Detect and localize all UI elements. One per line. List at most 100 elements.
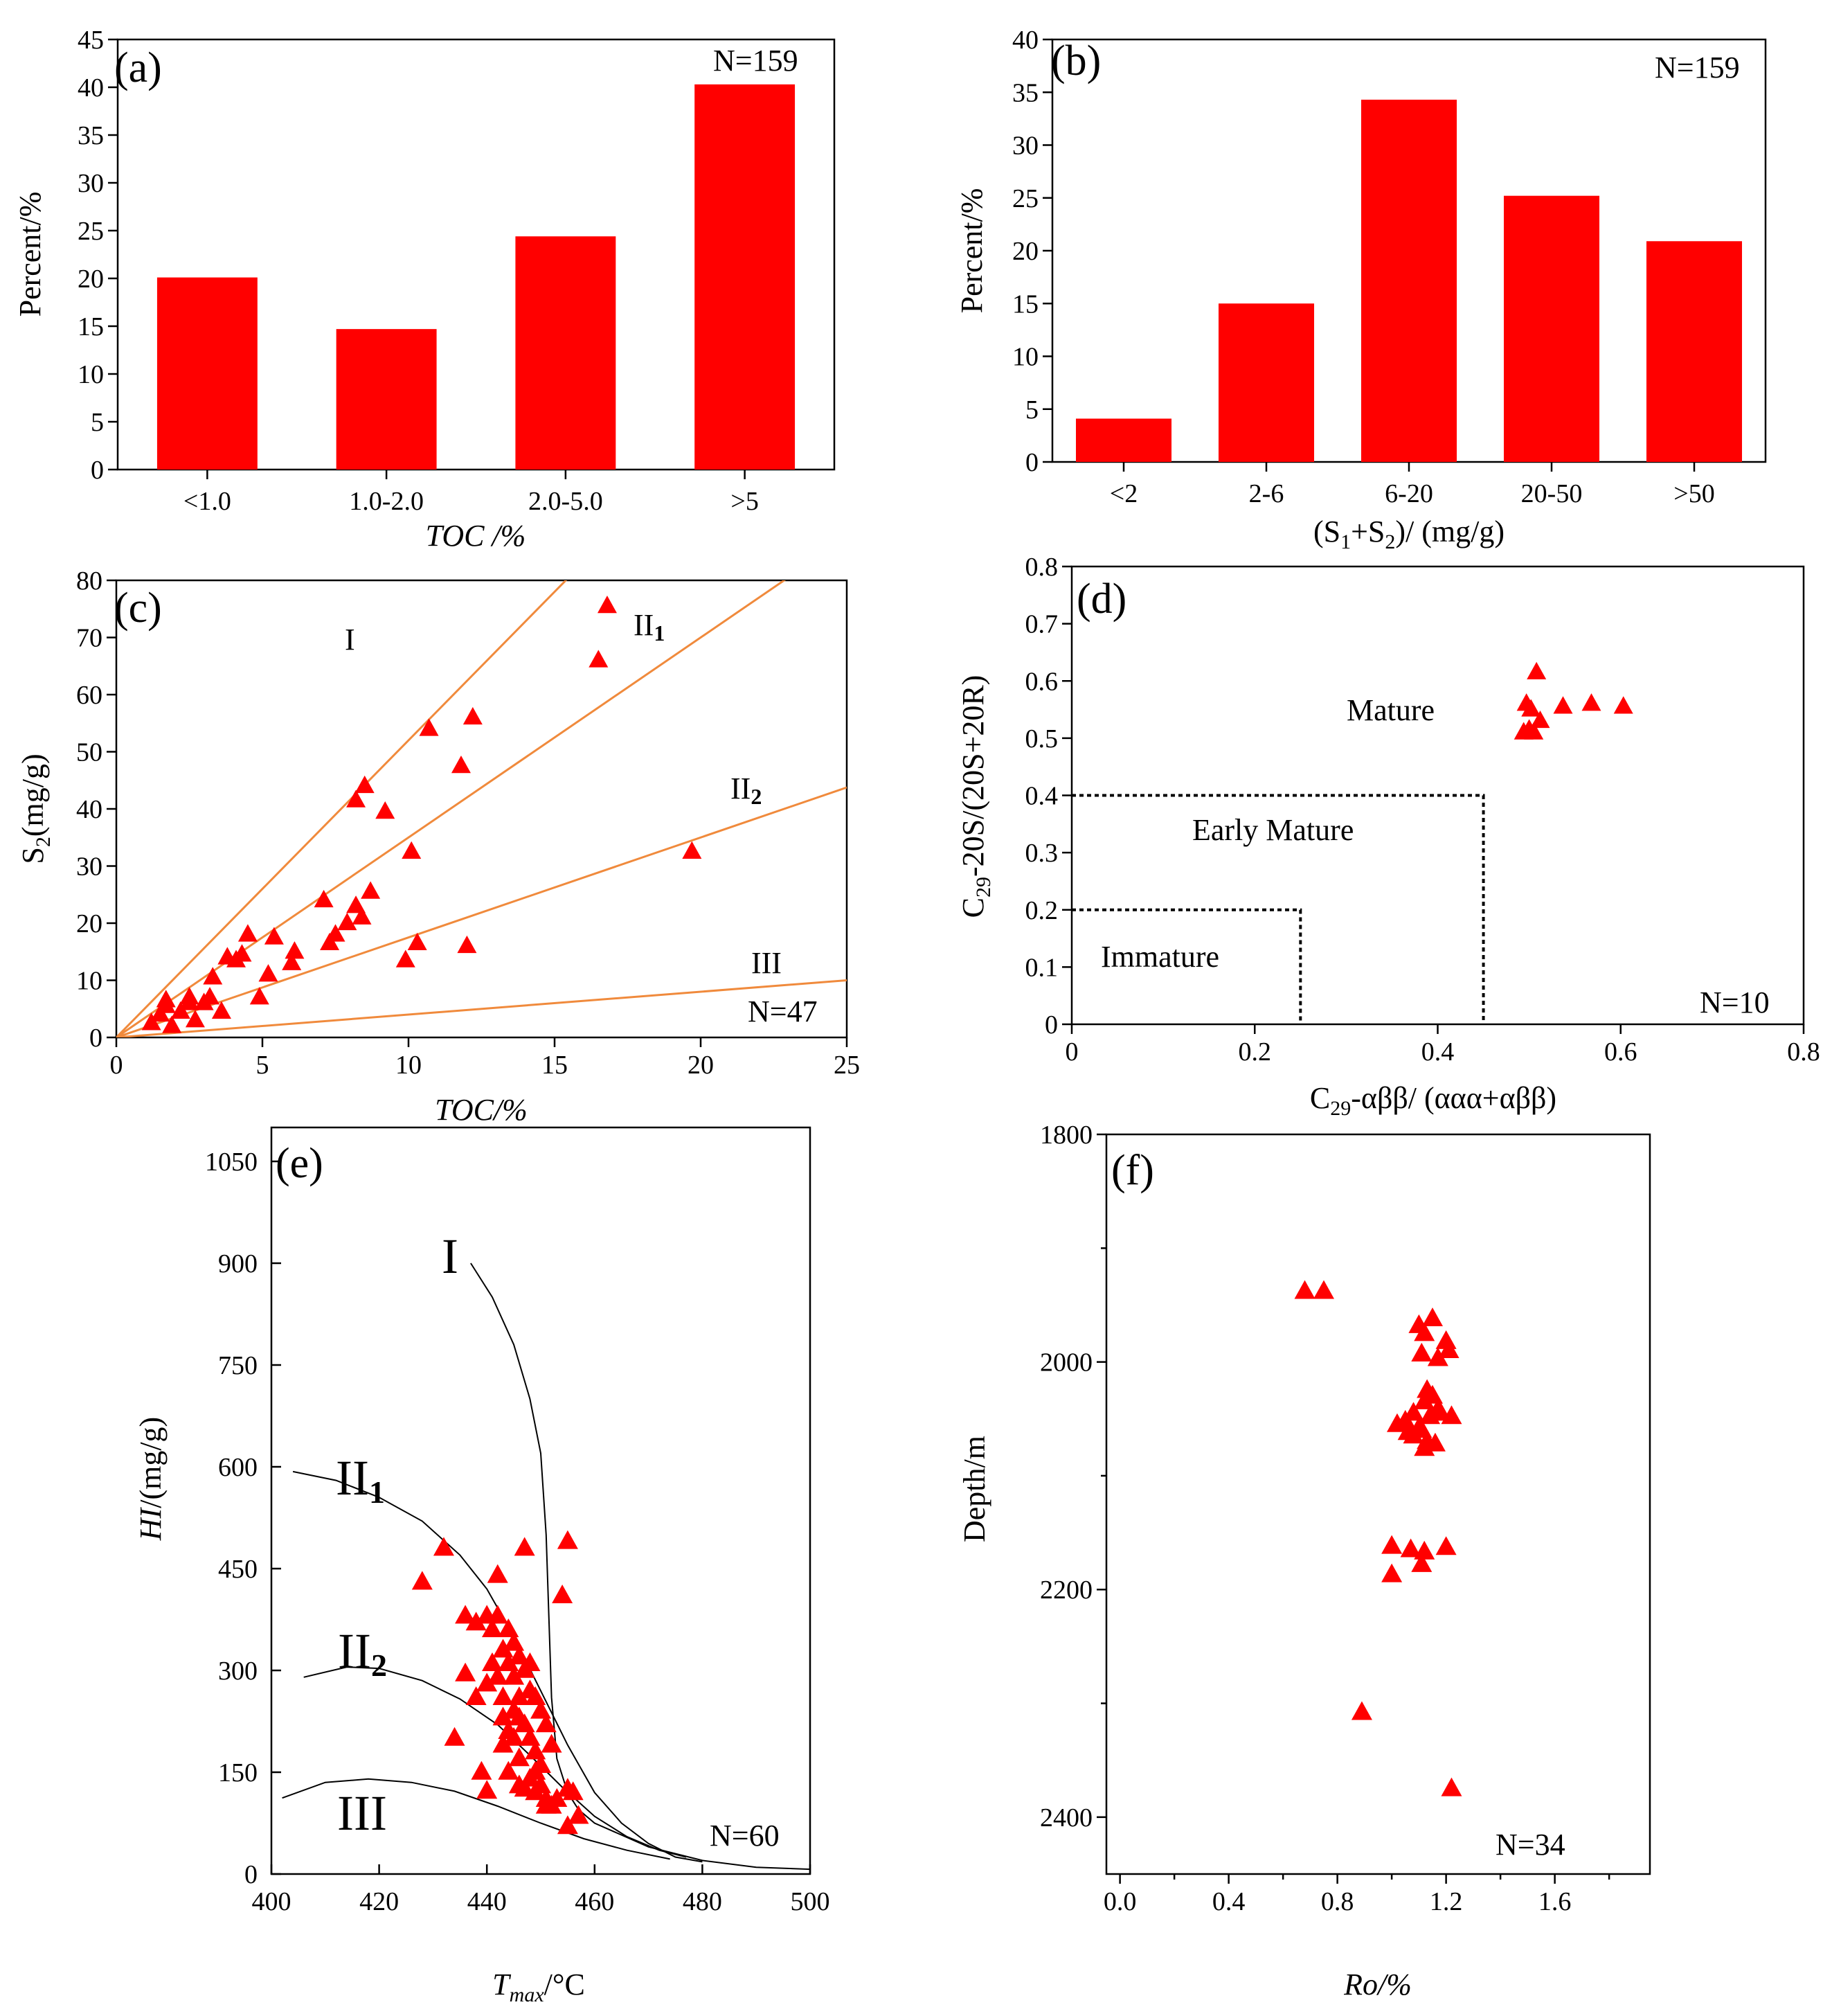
panel-b-y-tick-label-5: 5 <box>1025 395 1039 425</box>
panel-d-y-axis-title: C29-20S/(20S+20R) <box>956 675 995 918</box>
panel-c-y-tick-label-0: 0 <box>89 1024 102 1053</box>
panel-f-plot-frame <box>1105 1133 1651 1875</box>
panel-b-y-tick-label-25: 25 <box>1012 184 1039 213</box>
panel-f-depth-vs-ro: 1800 2000 2200 2400 0.0 0.4 0.8 1.2 1.6 (f) N=3… <box>958 1121 1651 2001</box>
panel-a-y-tick-label-10: 10 <box>78 360 104 389</box>
panel-e-point-52 <box>557 1815 578 1835</box>
panel-c-point-29 <box>354 775 375 794</box>
zone-mature-label: Mature <box>1347 693 1435 727</box>
panel-e-curve-II1-label: II1 <box>336 1450 385 1510</box>
panel-e-point-1 <box>433 1537 454 1556</box>
panel-f-point-23 <box>1414 1437 1435 1456</box>
panel-c-point-40 <box>597 596 617 614</box>
panel-f-x-tick-label-0.8: 0.8 <box>1321 1887 1354 1916</box>
zone-early-mature-label: Early Mature <box>1192 813 1354 847</box>
panel-f-y-tick-label-2200: 2200 <box>1040 1576 1093 1605</box>
panel-f-x-tick-label-0: 0.0 <box>1104 1887 1137 1916</box>
panel-f-point-29 <box>1381 1563 1403 1582</box>
panel-b-x-axis-title: (S1+S2)/ (mg/g) <box>1313 515 1505 553</box>
panel-e-y-tick-label-1050: 1050 <box>205 1148 258 1177</box>
panel-b-y-tick-label-35: 35 <box>1012 78 1039 107</box>
panel-c-point-41 <box>682 841 702 859</box>
panel-e-plot-frame <box>270 1126 811 1875</box>
panel-e-point-24 <box>503 1666 525 1685</box>
panel-a-x-tick-label-2: 2.0-5.0 <box>528 487 603 516</box>
panel-e-x-axis-title: Tmax/°C <box>492 1968 585 2006</box>
panel-b-s1s2-histogram: 0 5 10 15 20 25 30 35 40 <2 2-6 6-20 20-50 >50 (b) N… <box>955 26 1767 553</box>
panel-e-point-22 <box>498 1760 519 1780</box>
panel-e-curve-3 <box>282 1778 670 1860</box>
panel-e-point-54 <box>568 1805 589 1824</box>
panel-e-x-tick-label-460: 460 <box>575 1887 614 1916</box>
panel-c-x-tick-label-20: 20 <box>688 1051 714 1080</box>
panel-b-x-tick-label-1: 2-6 <box>1249 479 1284 508</box>
panel-b-y-tick-label-0: 0 <box>1025 448 1039 477</box>
panel-e-point-11 <box>481 1618 503 1637</box>
panel-b-bar-4 <box>1646 241 1743 462</box>
panel-a-y-tick-label-40: 40 <box>78 73 104 102</box>
panel-c-y-tick-label-50: 50 <box>76 738 102 767</box>
panel-e-label: (e) <box>276 1140 323 1187</box>
panel-c-point-30 <box>361 881 381 899</box>
panel-e-y-tick-label-450: 450 <box>218 1555 258 1584</box>
panel-d-y-tick-label-0.5: 0.5 <box>1025 724 1059 753</box>
panel-c-point-26 <box>346 895 366 913</box>
panel-f-point-24 <box>1381 1535 1403 1554</box>
panel-c-count: N=47 <box>748 994 818 1028</box>
panel-d-x-tick-label-0.8: 0.8 <box>1787 1037 1820 1067</box>
panel-c-x-tick-label-25: 25 <box>834 1051 860 1080</box>
panel-d-y-tick-label-0.8: 0.8 <box>1025 553 1059 582</box>
panel-c-point-24 <box>325 924 345 942</box>
panel-c-x-tick-label-15: 15 <box>541 1051 568 1080</box>
panel-f-x-tick-label-0.4: 0.4 <box>1212 1887 1246 1916</box>
panel-e-point-0 <box>411 1571 433 1590</box>
panel-e-point-55 <box>519 1679 541 1699</box>
panel-c-reference-line-2 <box>116 786 847 1037</box>
panel-c-point-18 <box>258 964 278 982</box>
panel-d-label: (d) <box>1077 576 1126 623</box>
panel-a-y-tick-label-15: 15 <box>78 312 104 341</box>
panel-a-bar-0 <box>156 277 258 470</box>
panel-d-x-tick-label-0: 0 <box>1066 1037 1079 1067</box>
panel-e-point-15 <box>487 1564 508 1583</box>
panel-c-label: (c) <box>114 585 162 632</box>
panel-d-y-tick-label-0.2: 0.2 <box>1025 896 1059 925</box>
panel-c-plot-frame <box>115 579 848 1039</box>
panel-c-point-4 <box>162 1015 182 1033</box>
panel-f-count: N=34 <box>1496 1828 1565 1862</box>
panel-e-point-4 <box>455 1662 476 1682</box>
panel-d-y-tick-label-0: 0 <box>1045 1010 1058 1040</box>
panel-e-point-28 <box>508 1686 530 1705</box>
panel-f-label: (f) <box>1111 1147 1154 1194</box>
panel-a-y-tick-label-20: 20 <box>78 265 104 294</box>
panel-c-line-III-label: III <box>751 946 782 980</box>
panel-a-y-tick-label-5: 5 <box>91 408 104 437</box>
panel-e-y-tick-label-150: 150 <box>218 1758 258 1787</box>
panel-f-point-22 <box>1424 1432 1446 1452</box>
panel-c-point-12 <box>211 1001 231 1019</box>
panel-f-y-axis-title: Depth/m <box>958 1436 991 1542</box>
panel-c-y-tick-label-70: 70 <box>76 624 102 653</box>
panel-a-bar-1 <box>336 329 437 470</box>
panel-b-x-tick-label-0: <2 <box>1110 479 1138 508</box>
panel-a-y-tick-label-0: 0 <box>91 456 104 485</box>
panel-c-point-21 <box>285 941 305 959</box>
panel-e-curve-II2-label: II2 <box>338 1623 387 1683</box>
panel-a-bar-3 <box>694 84 796 470</box>
panel-c-point-11 <box>203 967 223 985</box>
panel-f-point-6 <box>1438 1339 1460 1358</box>
panel-d-point-7 <box>1581 693 1601 711</box>
panel-c-line-I-label: I <box>345 623 355 657</box>
panel-c-x-tick-label-0: 0 <box>110 1051 123 1080</box>
panel-c-point-17 <box>249 987 269 1005</box>
panel-f-point-3 <box>1422 1307 1443 1326</box>
panel-f-point-1 <box>1313 1280 1334 1299</box>
panel-c-point-7 <box>179 987 199 1005</box>
panel-e-x-tick-label-440: 440 <box>467 1887 507 1916</box>
panel-b-x-tick-label-3: 20-50 <box>1521 479 1583 508</box>
panel-f-point-11 <box>1414 1390 1435 1409</box>
panel-f-x-tick-label-1.2: 1.2 <box>1430 1887 1463 1916</box>
panel-f-point-8 <box>1427 1347 1448 1366</box>
